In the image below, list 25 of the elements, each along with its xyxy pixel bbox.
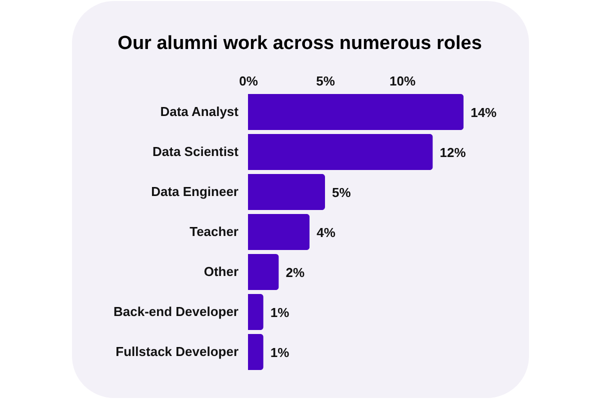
chart-title: Our alumni work across numerous roles xyxy=(118,33,482,54)
data-label: 12% xyxy=(440,145,466,160)
x-tick-label: 5% xyxy=(316,74,336,88)
bar xyxy=(248,294,264,330)
y-tick-label: Other xyxy=(204,264,238,279)
data-label: 1% xyxy=(270,345,290,360)
data-label: 4% xyxy=(316,225,336,240)
data-label: 5% xyxy=(332,185,352,200)
bar xyxy=(248,94,464,130)
y-tick-label: Data Analyst xyxy=(160,104,240,119)
y-tick-label: Teacher xyxy=(190,224,238,239)
data-label: 1% xyxy=(270,305,290,320)
x-tick-label: 0% xyxy=(239,74,258,88)
bar xyxy=(248,134,433,170)
bar xyxy=(248,334,264,370)
bar xyxy=(248,174,325,210)
bar xyxy=(248,254,279,290)
y-tick-label: Fullstack Developer xyxy=(116,344,238,359)
y-tick-label: Back-end Developer xyxy=(114,304,238,319)
x-tick-label: 10% xyxy=(389,74,416,88)
data-label: 2% xyxy=(286,265,306,280)
y-tick-label: Data Scientist xyxy=(152,144,240,159)
y-tick-label: Data Engineer xyxy=(151,184,238,199)
data-label: 14% xyxy=(470,105,498,120)
bar xyxy=(248,214,310,250)
